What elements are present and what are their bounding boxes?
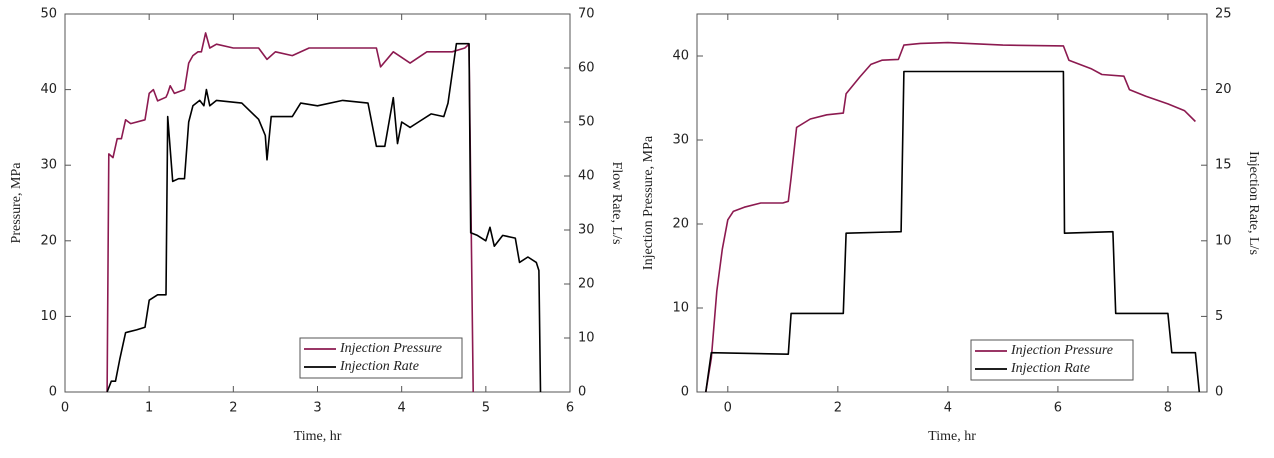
y2-tick-label: 0 <box>578 385 586 400</box>
x-tick-label: 1 <box>145 401 153 416</box>
y2-tick-label: 50 <box>578 115 595 130</box>
y-tick-label: 50 <box>40 7 57 22</box>
y-tick-label: 0 <box>681 385 689 400</box>
series-line <box>106 42 542 393</box>
y-tick-label: 40 <box>672 49 689 64</box>
y-tick-label: 10 <box>40 309 57 324</box>
x-tick-label: 0 <box>724 401 732 416</box>
y-tick-label: 30 <box>40 158 57 173</box>
legend-label: Injection Rate <box>339 359 419 374</box>
x-tick-label: 2 <box>834 401 842 416</box>
y2-tick-label: 15 <box>1215 158 1232 173</box>
legend-label: Injection Pressure <box>1010 343 1113 358</box>
y-tick-label: 20 <box>40 233 57 248</box>
x-axis-label: Time, hr <box>294 429 342 444</box>
x-tick-label: 6 <box>1054 401 1062 416</box>
x-tick-label: 2 <box>229 401 237 416</box>
y2-tick-label: 20 <box>578 277 595 292</box>
y2-tick-label: 40 <box>578 169 595 184</box>
x-axis-label: Time, hr <box>928 429 976 444</box>
y2-tick-label: 20 <box>1215 82 1232 97</box>
legend-label: Injection Rate <box>1010 361 1090 376</box>
legend-box <box>299 337 463 379</box>
y2-tick-label: 30 <box>578 223 595 238</box>
plot-frame <box>696 13 1208 393</box>
y2-axis-label: Injection Rate, L/s <box>1246 151 1261 255</box>
y-axis-label: Pressure, MPa <box>9 162 24 244</box>
x-tick-label: 8 <box>1164 401 1172 416</box>
plot-frame <box>64 13 571 393</box>
y-tick-label: 40 <box>40 82 57 97</box>
y2-axis-label: Flow Rate, L/s <box>609 162 624 245</box>
y-tick-label: 0 <box>49 385 57 400</box>
y2-tick-label: 5 <box>1215 309 1223 324</box>
legend-box <box>970 339 1134 381</box>
x-tick-label: 3 <box>313 401 321 416</box>
y-tick-label: 30 <box>672 133 689 148</box>
x-tick-label: 4 <box>398 401 406 416</box>
series-line <box>106 32 474 393</box>
x-tick-label: 4 <box>944 401 952 416</box>
x-tick-label: 5 <box>482 401 490 416</box>
y2-tick-label: 25 <box>1215 7 1232 22</box>
x-tick-label: 0 <box>61 401 69 416</box>
y2-tick-label: 10 <box>578 331 595 346</box>
y2-tick-label: 10 <box>1215 233 1232 248</box>
y-tick-label: 10 <box>672 301 689 316</box>
series-line <box>705 70 1201 393</box>
y2-tick-label: 0 <box>1215 385 1223 400</box>
y2-tick-label: 60 <box>578 61 595 76</box>
x-tick-label: 6 <box>566 401 574 416</box>
y2-tick-label: 70 <box>578 7 595 22</box>
legend-label: Injection Pressure <box>339 341 442 356</box>
y-axis-label: Injection Pressure, MPa <box>641 135 656 270</box>
panel: 0 2 4 6 8 0 10 20 30 40 0 5 10 15 20 25 Time, hr Injectio… <box>641 7 1261 445</box>
series-line <box>705 41 1196 393</box>
y-tick-label: 20 <box>672 217 689 232</box>
